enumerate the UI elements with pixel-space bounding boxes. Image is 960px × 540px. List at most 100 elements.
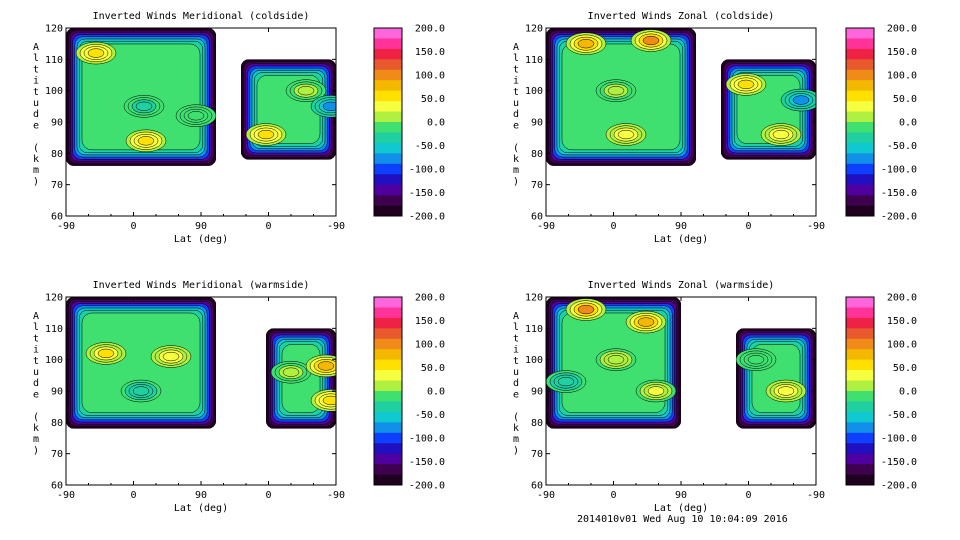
y-tick-label: 60 — [51, 212, 63, 223]
contour-feature — [187, 111, 205, 121]
x-axis-label: Lat (deg) — [174, 234, 228, 245]
colorbar-label: 150.0 — [887, 47, 917, 58]
colorbar-swatch — [846, 464, 874, 476]
colorbar-label: 50.0 — [893, 363, 917, 374]
svg-text:k: k — [513, 423, 519, 434]
colorbar-label: 100.0 — [887, 340, 917, 351]
colorbar-swatch — [374, 153, 402, 165]
svg-text:m: m — [33, 165, 39, 176]
x-tick-label: -90 — [807, 490, 825, 501]
colorbar-swatch — [846, 307, 874, 319]
colorbar: 200.0 150.0 100.0 50.0 0.0 -50.0 -100.0 -150.0 -… — [373, 293, 445, 492]
svg-text:m: m — [33, 434, 39, 445]
colorbar-swatch — [374, 422, 402, 434]
contour-feature — [87, 48, 105, 58]
svg-text:d: d — [33, 378, 39, 389]
colorbar-swatch — [374, 132, 402, 144]
colorbar-swatch — [846, 90, 874, 102]
contour-feature — [637, 317, 655, 327]
colorbar-swatch — [846, 142, 874, 154]
svg-text:m: m — [513, 434, 519, 445]
colorbar-label: -150.0 — [409, 457, 445, 468]
colorbar-label: -100.0 — [409, 434, 445, 445]
colorbar-swatch — [846, 474, 874, 486]
colorbar-swatch — [846, 443, 874, 455]
x-tick-label: 90 — [675, 490, 687, 501]
contour-feature — [322, 101, 336, 111]
colorbar-label: 50.0 — [421, 94, 445, 105]
x-axis-label: Lat (deg) — [654, 503, 708, 514]
colorbar-label: -200.0 — [409, 212, 445, 223]
contour-band — [81, 312, 201, 413]
colorbar-swatch — [374, 349, 402, 361]
colorbar-swatch — [374, 432, 402, 444]
svg-text:k: k — [513, 154, 519, 165]
colorbar-swatch — [846, 111, 874, 123]
colorbar-swatch — [374, 59, 402, 71]
x-tick-label: 0 — [610, 490, 616, 501]
colorbar-swatch — [374, 328, 402, 340]
svg-text:u: u — [33, 98, 39, 109]
colorbar-swatch — [374, 111, 402, 123]
colorbar-label: 200.0 — [415, 293, 445, 304]
x-tick-label: 0 — [610, 221, 616, 232]
y-tick-label: 100 — [525, 355, 543, 366]
colorbar-swatch — [846, 411, 874, 423]
chart-panel-1: Inverted Winds Meridional (coldside) -90 0… — [33, 11, 445, 245]
y-tick-label: 70 — [531, 449, 543, 460]
svg-text:): ) — [513, 176, 519, 187]
colorbar-swatch — [374, 80, 402, 92]
colorbar-swatch — [374, 453, 402, 465]
colorbar-label: -100.0 — [409, 165, 445, 176]
colorbar-swatch — [846, 101, 874, 113]
x-tick-label: 90 — [195, 490, 207, 501]
contour-feature — [297, 86, 315, 96]
contour-feature — [747, 355, 765, 365]
colorbar-label: -50.0 — [887, 410, 917, 421]
contour-feature — [132, 386, 150, 396]
svg-text:l: l — [513, 53, 519, 64]
y-tick-label: 60 — [531, 481, 543, 492]
svg-text:i: i — [513, 76, 519, 87]
colorbar-swatch — [374, 297, 402, 308]
svg-text:l: l — [513, 322, 519, 333]
colorbar-swatch — [374, 370, 402, 382]
svg-text:t: t — [33, 333, 39, 344]
contour-feature — [135, 101, 153, 111]
svg-text:k: k — [33, 423, 39, 434]
colorbar-swatch — [846, 453, 874, 465]
y-tick-label: 120 — [45, 24, 63, 35]
colorbar-swatch — [374, 163, 402, 175]
colorbar-swatch — [374, 443, 402, 455]
x-axis-label: Lat (deg) — [654, 234, 708, 245]
y-tick-label: 100 — [45, 355, 63, 366]
y-tick-label: 110 — [45, 324, 63, 335]
colorbar-label: 100.0 — [887, 71, 917, 82]
colorbar-swatch — [374, 48, 402, 60]
colorbar-swatch — [374, 401, 402, 413]
contour-field — [66, 297, 336, 429]
svg-text:): ) — [513, 445, 519, 456]
contour-feature — [772, 129, 790, 140]
y-tick-label: 60 — [51, 481, 63, 492]
colorbar-swatch — [846, 122, 874, 133]
chart-title: Inverted Winds Zonal (warmside) — [588, 280, 775, 291]
contour-feature — [617, 129, 635, 140]
x-tick-label: -90 — [537, 490, 555, 501]
colorbar-label: 100.0 — [415, 340, 445, 351]
colorbar-label: -150.0 — [881, 457, 917, 468]
contour-feature — [577, 39, 595, 49]
y-tick-label: 80 — [531, 418, 543, 429]
colorbar-frame — [373, 27, 403, 217]
colorbar-swatch — [846, 328, 874, 340]
y-tick-label: 90 — [51, 387, 63, 398]
contour-feature — [607, 355, 625, 365]
colorbar-swatch — [374, 38, 402, 50]
colorbar-swatch — [374, 338, 402, 350]
colorbar-label: 200.0 — [887, 24, 917, 35]
colorbar-label: -100.0 — [881, 434, 917, 445]
y-tick-label: 70 — [51, 449, 63, 460]
y-tick-label: 120 — [45, 293, 63, 304]
